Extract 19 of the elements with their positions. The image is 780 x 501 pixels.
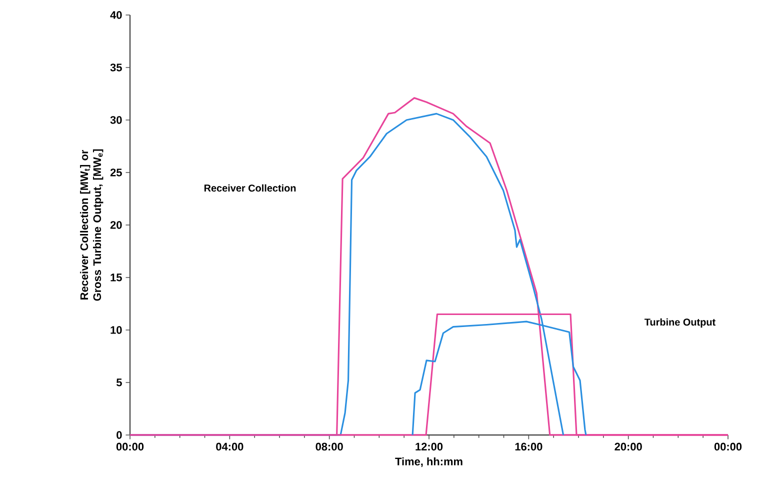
x-tick-label: 08:00	[316, 442, 343, 451]
y-tick-label: 20	[110, 221, 122, 229]
x-tick-label: 00:00	[116, 442, 144, 451]
y-tick-label: 25	[110, 168, 122, 176]
y-tick-label: 15	[110, 274, 122, 282]
x-tick-label: 16:00	[515, 442, 542, 451]
y-tick-label: 30	[110, 116, 122, 124]
annotation: Receiver Collection	[204, 184, 296, 192]
y-tick-label: 35	[110, 64, 122, 72]
x-tick-label: 12:00	[416, 442, 443, 451]
x-tick-label: 20:00	[614, 442, 642, 451]
y-tick-label: 0	[116, 431, 122, 439]
y-tick-label: 40	[110, 11, 122, 19]
x-axis-title: Time, hh:mm	[395, 457, 462, 467]
y-tick-label: 10	[110, 326, 122, 334]
y-tick-label: 5	[116, 378, 122, 386]
x-tick-label: 00:00	[714, 442, 742, 451]
x-tick-label: 04:00	[216, 442, 244, 451]
annotation: Turbine Output	[644, 318, 716, 328]
